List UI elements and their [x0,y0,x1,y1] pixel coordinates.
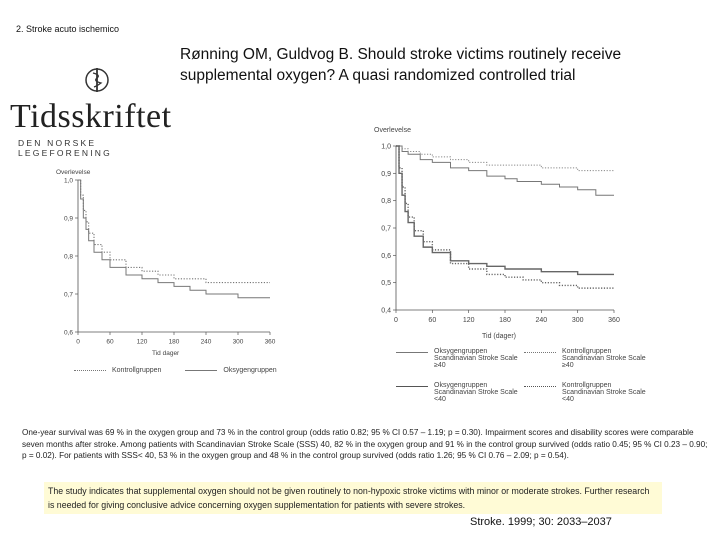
conclusion-highlight: The study indicates that supplemental ox… [44,482,662,514]
y-tick-label: 0,8 [64,253,73,260]
results-paragraph: One-year survival was 69 % in the oxygen… [22,428,708,461]
x-tick-label: 60 [428,317,436,324]
y-tick-label: 0,7 [381,225,391,232]
x-tick-label: 60 [106,339,114,346]
journal-reference: Stroke. 1999; 30: 2033–2037 [470,516,612,528]
x-tick-label: 120 [137,339,148,346]
legend-label: Kontrollgruppen Scandinavian Stroke Scal… [562,348,646,369]
y-tick-label: 0,6 [381,253,391,260]
large-chart-ylabel: Overlevelse [374,127,411,134]
x-tick-label: 180 [169,339,180,346]
legend-item-kontroll-lt40: Kontrollgruppen Scandinavian Stroke Scal… [524,382,652,403]
tidsskriftet-logo: Tidsskriftet DEN NORSKE LEGEFORENING [10,62,182,158]
legend-item-oksygen-ge40: Oksygengruppen Scandinavian Stroke Scale… [396,348,524,369]
legend-swatch [524,352,556,353]
x-tick-label: 300 [233,339,244,346]
logo-wordmark: Tidsskriftet [10,98,172,135]
y-tick-label: 0,7 [64,291,73,298]
x-tick-label: 360 [265,339,276,346]
series-line [78,179,270,299]
series-line [396,145,614,196]
y-tick-label: 1,0 [64,177,73,184]
legend-label: Kontrollgruppen [112,367,162,374]
small-chart-series [78,179,270,299]
x-tick-label: 360 [608,317,620,324]
small-chart-xlabel: Tid dager [152,350,180,357]
large-chart-series [396,145,614,289]
axis-line [395,146,614,311]
legend-label: Kontrollgruppen Scandinavian Stroke Scal… [562,382,646,403]
legend-swatch [74,370,106,371]
y-tick-label: 1,0 [381,143,391,150]
slide-label: 2. Stroke acuto ischemico [16,24,120,34]
legend-item-oksygen-lt40: Oksygengruppen Scandinavian Stroke Scale… [396,382,524,403]
legend-item-oksygen: Oksygengruppen [185,367,277,374]
small-chart-legend: Kontrollgruppen Oksygengruppen [74,366,299,374]
x-tick-label: 120 [463,317,475,324]
series-line [396,145,614,289]
y-tick-label: 0,9 [64,215,73,222]
legend-swatch [524,386,556,387]
legend-label: Oksygengruppen Scandinavian Stroke Scale… [434,348,518,369]
legend-swatch [185,370,218,371]
small-chart-ylabel: Overlevelse [56,169,91,176]
series-line [396,145,614,276]
x-tick-label: 240 [535,317,547,324]
y-tick-label: 0,8 [381,198,391,205]
aesculapius-emblem-icon [85,68,109,92]
x-tick-label: 0 [76,339,80,346]
legend-item-kontroll: Kontrollgruppen [74,367,161,374]
x-tick-label: 0 [394,317,398,324]
large-chart-axes: 1,0 0,9 0,8 0,7 0,6 0,5 0,40 60 120 180 240 300 360 [381,143,620,324]
logo-subtitle: DEN NORSKE LEGEFORENING [18,138,112,158]
x-tick-label: 180 [499,317,511,324]
axis-line [77,180,270,333]
small-chart-axes: 1,0 0,9 0,8 0,7 0,60 60 120 180 240 300 360 [64,177,276,345]
citation-title: Rønning OM, Guldvog B. Should stroke vic… [180,46,622,84]
x-tick-label: 240 [201,339,212,346]
x-tick-label: 300 [572,317,584,324]
series-line [78,179,270,284]
legend-item-kontroll-ge40: Kontrollgruppen Scandinavian Stroke Scal… [524,348,652,369]
y-tick-label: 0,5 [381,280,391,287]
large-survival-chart: Overlevelse 1,00,90,80,70,60,50,40 60 120 1… [374,127,620,340]
legend-swatch [396,352,428,353]
y-tick-label: 0,9 [381,171,391,178]
series-line [396,145,614,172]
legend-swatch [396,386,428,387]
legend-label: Oksygengruppen Scandinavian Stroke Scale… [434,382,518,403]
y-tick-label: 0,4 [381,307,391,314]
legend-label: Oksygengruppen [223,367,277,374]
y-tick-label: 0,6 [64,329,73,336]
small-survival-chart: Overlevelse 1,0 0,9 0,8 0,7 0,60 60 120 180 240 3… [56,169,276,357]
large-chart-xlabel: Tid (dager) [482,333,516,340]
